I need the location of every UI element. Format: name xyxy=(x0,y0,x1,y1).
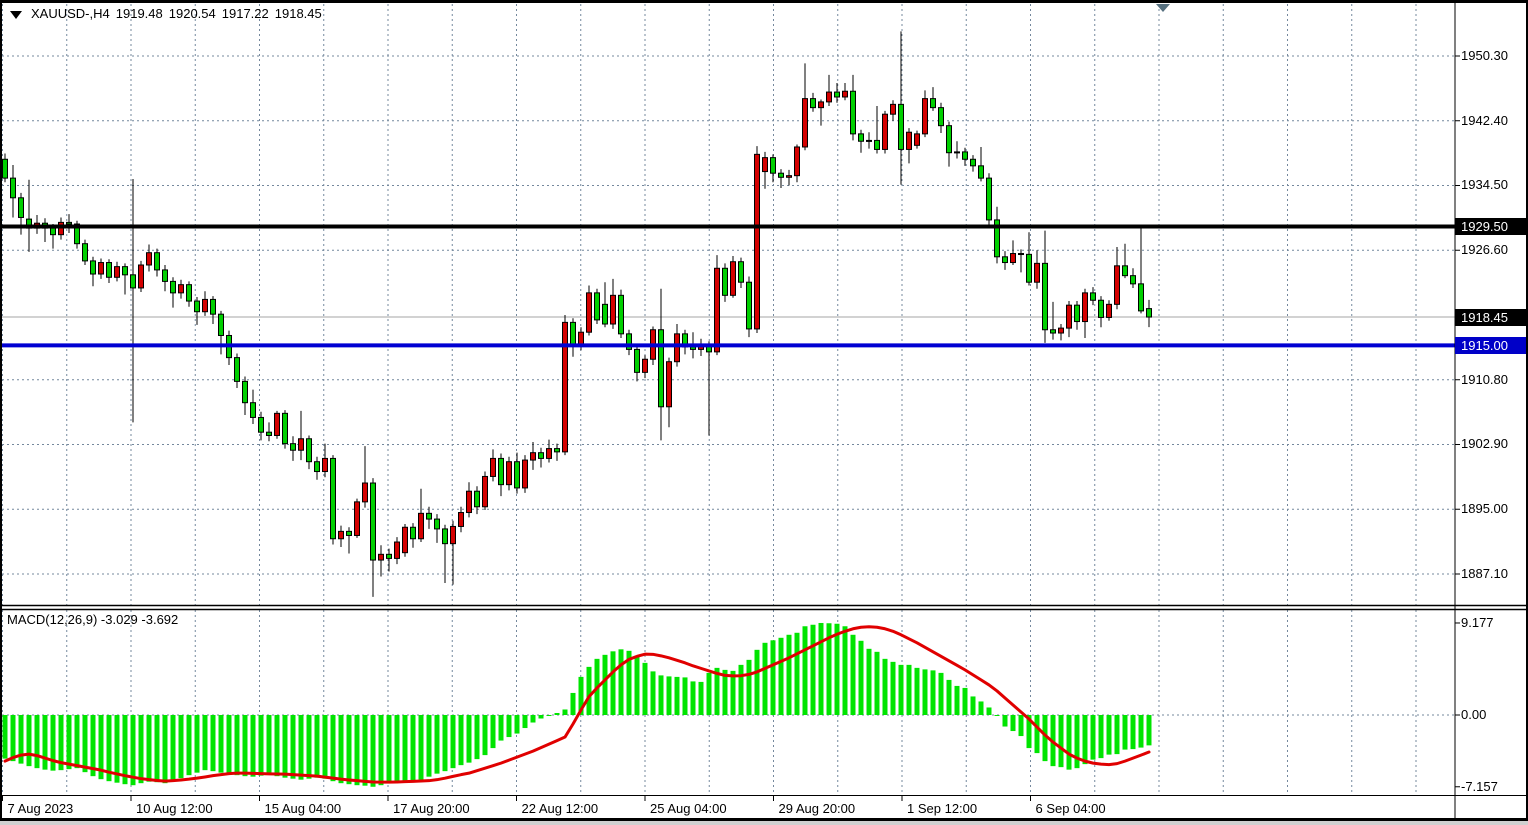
chart-title: XAUUSD-,H4 1919.48 1920.54 1917.22 1918.… xyxy=(8,6,328,21)
grid-layer xyxy=(2,4,1455,795)
macd-layer xyxy=(2,622,1152,787)
chart-shift-marker-icon[interactable] xyxy=(1156,4,1170,12)
high-value: 1920.54 xyxy=(168,6,216,21)
macd-signal-line xyxy=(3,625,1151,784)
axis-ticks-layer xyxy=(2,55,1460,801)
candlesticks-layer xyxy=(2,31,1152,597)
symbol-timeframe-label: XAUUSD-,H4 xyxy=(31,6,110,21)
macd-indicator-label: MACD(12,26,9) -3.029 -3.692 xyxy=(7,612,179,627)
open-value: 1919.48 xyxy=(115,6,163,21)
close-value: 1918.45 xyxy=(274,6,322,21)
symbol-dropdown-icon xyxy=(10,10,22,19)
low-value: 1917.22 xyxy=(221,6,269,21)
